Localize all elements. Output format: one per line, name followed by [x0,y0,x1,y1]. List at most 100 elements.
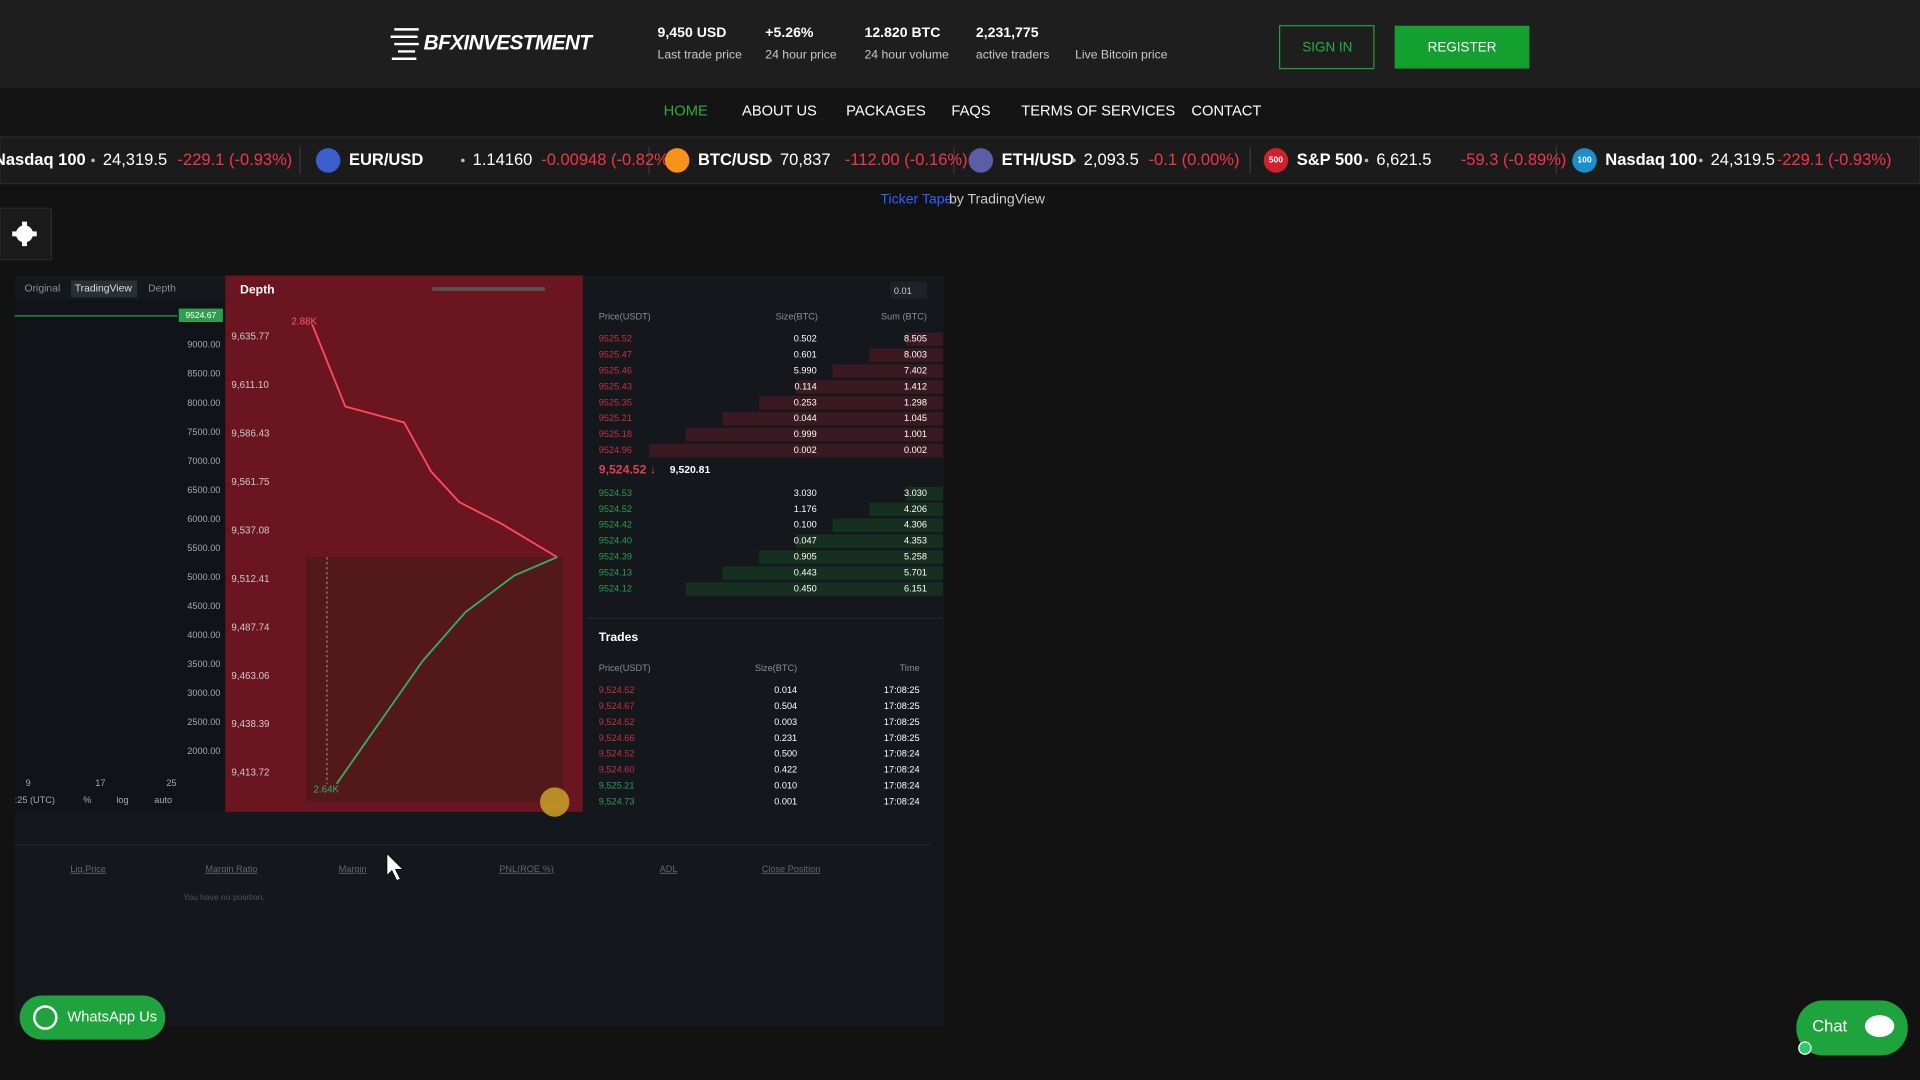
asks-size: 0.114 [794,381,816,391]
nav-link[interactable]: ABOUT US [742,103,817,119]
asks-size: 0.999 [794,429,817,439]
nav-link[interactable]: TERMS OF SERVICES [1021,103,1175,119]
nav-link[interactable]: PACKAGES [846,103,926,119]
logo-mark [390,28,419,60]
depth-axis-label: 9,463.06 [231,671,270,682]
bids-size: 0.443 [794,567,817,577]
trade-price: 9,524.52 [599,685,635,695]
ticker-dot [91,158,95,163]
nav-link[interactable]: HOME [664,103,708,119]
whatsapp-label[interactable]: WhatsApp Us [67,1009,157,1025]
depth-bid-label: 2.64K [313,784,339,795]
price-axis-label: 3500.00 [187,659,220,669]
ticker-symbol[interactable]: ETH/USD [1002,150,1075,169]
ticker-price: 24,319.5 [1711,150,1775,169]
bids-sum: 3.030 [904,488,927,498]
stat-value: +5.26% [765,24,814,40]
stat-label: Last trade price [658,47,743,61]
ticker-symbol[interactable]: S&P 500 [1297,150,1363,169]
asks-price: 9524.96 [599,445,632,455]
asks-depth-bar [722,412,943,426]
ticker-badge: 100 [1577,155,1592,165]
logo: BFXINVESTMENT [424,32,595,55]
price-axis-label: 3000.00 [187,688,220,698]
price-axis-label: 6000.00 [187,514,220,524]
depth-title: Depth [240,282,275,296]
bids-sum: 5.258 [904,552,927,562]
trade-size: 0.504 [774,701,797,711]
trade-time: 17:08:25 [884,733,920,743]
asks-depth-bar [685,427,943,442]
trade-size: 0.422 [774,765,797,775]
book-header: Size(BTC) [776,312,818,322]
asks-sum: 1.298 [904,397,927,407]
trade-time: 17:08:24 [884,749,920,759]
trade-size: 0.500 [774,749,797,759]
trades-header: Price(USDT) [599,663,651,673]
ask-curve [311,324,558,558]
register-label[interactable]: REGISTER [1428,39,1497,54]
depth-axis-label: 9,561.75 [231,477,270,488]
chart-toolbar: % [83,795,91,805]
last-price: 9,524.52 ↓ [599,462,656,476]
bids-size: 0.905 [794,552,817,562]
ticker-symbol[interactable]: Nasdaq 100 [0,150,86,169]
bids-price: 9524.42 [599,520,632,530]
trades-header: Size(BTC) [755,663,797,673]
chart-toolbar: log [116,795,128,805]
bids-depth-bar [906,486,943,501]
cursor-highlight [540,787,570,817]
chart-toolbar: :25 (UTC) [15,795,55,805]
depth-axis-label: 9,611.10 [231,380,269,391]
asks-price: 9525.21 [599,413,632,423]
price-axis-label: 2500.00 [187,717,220,727]
tab-active [71,280,138,298]
ticker-dot [1072,158,1076,163]
nav-link[interactable]: CONTACT [1191,103,1261,119]
online-dot [1798,1041,1812,1055]
bids-sum: 6.151 [904,583,927,593]
ticker-symbol[interactable]: EUR/USD [349,150,423,169]
ticker-price: 6,621.5 [1376,150,1431,169]
price-axis-label: 4000.00 [187,630,220,640]
price-axis-label: 5500.00 [187,543,220,553]
ticker-icon [1263,148,1289,173]
price-axis-label: 8500.00 [187,369,220,379]
ticker-credit-link[interactable]: Ticker Tape [880,190,952,206]
trade-time: 17:08:24 [884,781,920,791]
stat-label: active traders [976,47,1049,61]
bids-depth-bar [722,566,943,580]
book-header: Price(USDT) [599,312,651,322]
asks-size: 0.253 [794,397,817,407]
stat-value: 12.820 BTC [864,24,940,40]
ticker-change: -0.1 (0.00%) [1149,150,1240,169]
chat-label[interactable]: Chat [1812,1017,1847,1036]
sign-in-button[interactable] [1278,25,1375,70]
asks-sum: 0.002 [904,445,927,455]
trades-title: Trades [599,630,639,644]
chat-button[interactable] [1796,1000,1908,1056]
asks-sum: 1.412 [904,381,927,391]
stat-value: 2,231,775 [976,24,1039,40]
asks-sum: 7.402 [904,365,927,375]
price-axis-label: 5000.00 [187,572,220,582]
whatsapp-button[interactable] [19,995,166,1040]
ticker-symbol[interactable]: Nasdaq 100 [1605,150,1697,169]
trade-time: 17:08:25 [884,701,920,711]
header [0,0,1920,89]
sign-in-label[interactable]: SIGN IN [1302,39,1352,54]
bids-price: 9524.13 [599,567,632,577]
asks-depth-bar [906,332,943,346]
asks-depth-bar [832,364,943,378]
position-header: ADL [660,864,678,874]
asks-price: 9525.43 [599,381,632,391]
price-axis-label: 4500.00 [187,601,220,611]
stat-value: 9,450 USD [658,24,727,40]
chat-icon [1864,1015,1895,1038]
nav-link[interactable]: FAQS [951,103,990,119]
ticker-symbol[interactable]: BTC/USD [698,150,771,169]
precision-box [890,281,927,299]
position-header: Margin Ratio [205,864,257,874]
register-button[interactable] [1394,25,1530,69]
price-axis-label: 7500.00 [187,427,220,437]
